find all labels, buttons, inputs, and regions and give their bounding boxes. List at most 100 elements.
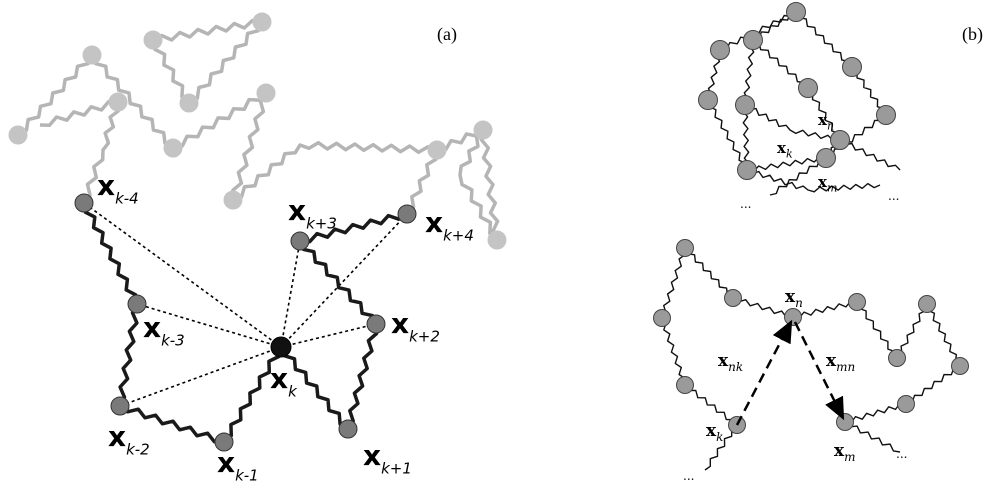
label-sub: k+2 [409, 327, 440, 345]
bead [843, 58, 862, 77]
bead-label: xm [834, 441, 856, 464]
distance-line [281, 241, 300, 347]
bead [799, 79, 818, 98]
label-base: x [425, 206, 443, 239]
bead [744, 31, 763, 50]
bead [919, 296, 936, 313]
bead [736, 96, 755, 115]
bead [164, 139, 182, 157]
ellipsis: ... [740, 197, 751, 211]
bead [725, 290, 742, 307]
label-sub: k+4 [443, 226, 474, 244]
bead-label: xk-2 [108, 420, 150, 458]
label-sub: k [716, 430, 723, 444]
bead-label: xk+3 [288, 194, 337, 232]
label-sub: mn [836, 360, 855, 374]
bead [224, 191, 242, 209]
distance-line [120, 347, 281, 406]
bead-label: xk [777, 139, 793, 161]
bead [109, 93, 127, 111]
bead [837, 414, 854, 431]
label-sub: k-3 [161, 331, 185, 349]
bead [699, 91, 718, 110]
distance-line [281, 324, 376, 347]
chain [743, 12, 886, 195]
bead [654, 310, 671, 327]
chain [407, 150, 437, 214]
bead-label: xnk [718, 351, 743, 374]
vector-arrow [737, 322, 791, 425]
label-sub: k+3 [306, 214, 337, 232]
bead [339, 420, 357, 438]
label-sub: n [795, 296, 803, 310]
bead [271, 337, 291, 357]
bead-label: xk [706, 421, 723, 444]
bead [83, 46, 101, 64]
bead-label: xk+4 [425, 206, 474, 244]
bead [677, 377, 694, 394]
label-sub: k [288, 382, 298, 400]
chain [18, 55, 173, 148]
label-base: x [217, 446, 235, 479]
bead [111, 397, 129, 415]
bead [291, 232, 309, 250]
bead [75, 194, 93, 212]
bead-label: xm [818, 173, 837, 195]
label-base: x [288, 194, 306, 227]
label-sub: nk [728, 360, 743, 374]
bead-label: xk+1 [363, 439, 412, 477]
bead [711, 41, 730, 60]
bead [367, 315, 385, 333]
bead-label: xn [818, 111, 834, 133]
bead [428, 141, 446, 159]
label-sub: k-1 [235, 466, 259, 484]
label-sub: n [827, 120, 834, 133]
bead-label: xk-1 [217, 446, 259, 484]
bead [180, 94, 198, 112]
panel-tag: (a) [437, 24, 457, 45]
bead [831, 131, 850, 150]
label-sub: k-4 [115, 189, 139, 207]
bead [787, 3, 806, 22]
bead [898, 396, 915, 413]
label-sub: k-2 [126, 440, 150, 458]
bead [817, 149, 836, 168]
bead [877, 106, 896, 125]
bead [257, 84, 275, 102]
bead-label: xk+2 [391, 307, 440, 345]
bead [738, 161, 757, 180]
label-base: x [108, 420, 126, 453]
panel-tag: (b) [962, 24, 983, 45]
bead-label: xmn [826, 351, 855, 374]
bead-label: xk-4 [97, 169, 139, 207]
figure: (a) (b) xk-4xk-3xk-2xk-1xkxk+1xk+2xk+3xk… [0, 0, 983, 485]
bead [253, 13, 271, 31]
label-base: x [270, 362, 288, 395]
label-sub: m [844, 450, 855, 464]
label-sub: k [786, 148, 793, 161]
bead [785, 309, 802, 326]
bead [488, 231, 506, 249]
label-base: x [97, 169, 115, 202]
ellipsis: ... [896, 447, 907, 461]
bead-label: xn [785, 287, 803, 310]
bead [952, 358, 969, 375]
label-sub: m [827, 182, 837, 195]
bead-label: xk-3 [143, 311, 185, 349]
label-base: x [391, 307, 409, 340]
label-base: x [363, 439, 381, 472]
chain [153, 21, 262, 104]
chain [84, 203, 407, 442]
label-sub: k+1 [381, 459, 412, 477]
bead [849, 294, 866, 311]
ellipsis: ... [683, 469, 694, 483]
bead [398, 205, 416, 223]
bead [889, 350, 906, 367]
bead [144, 31, 162, 49]
bead [677, 240, 694, 257]
distance-line [84, 203, 281, 347]
bead [474, 121, 492, 139]
label-base: x [143, 311, 161, 344]
bead [9, 126, 27, 144]
ellipsis: ... [888, 189, 899, 203]
